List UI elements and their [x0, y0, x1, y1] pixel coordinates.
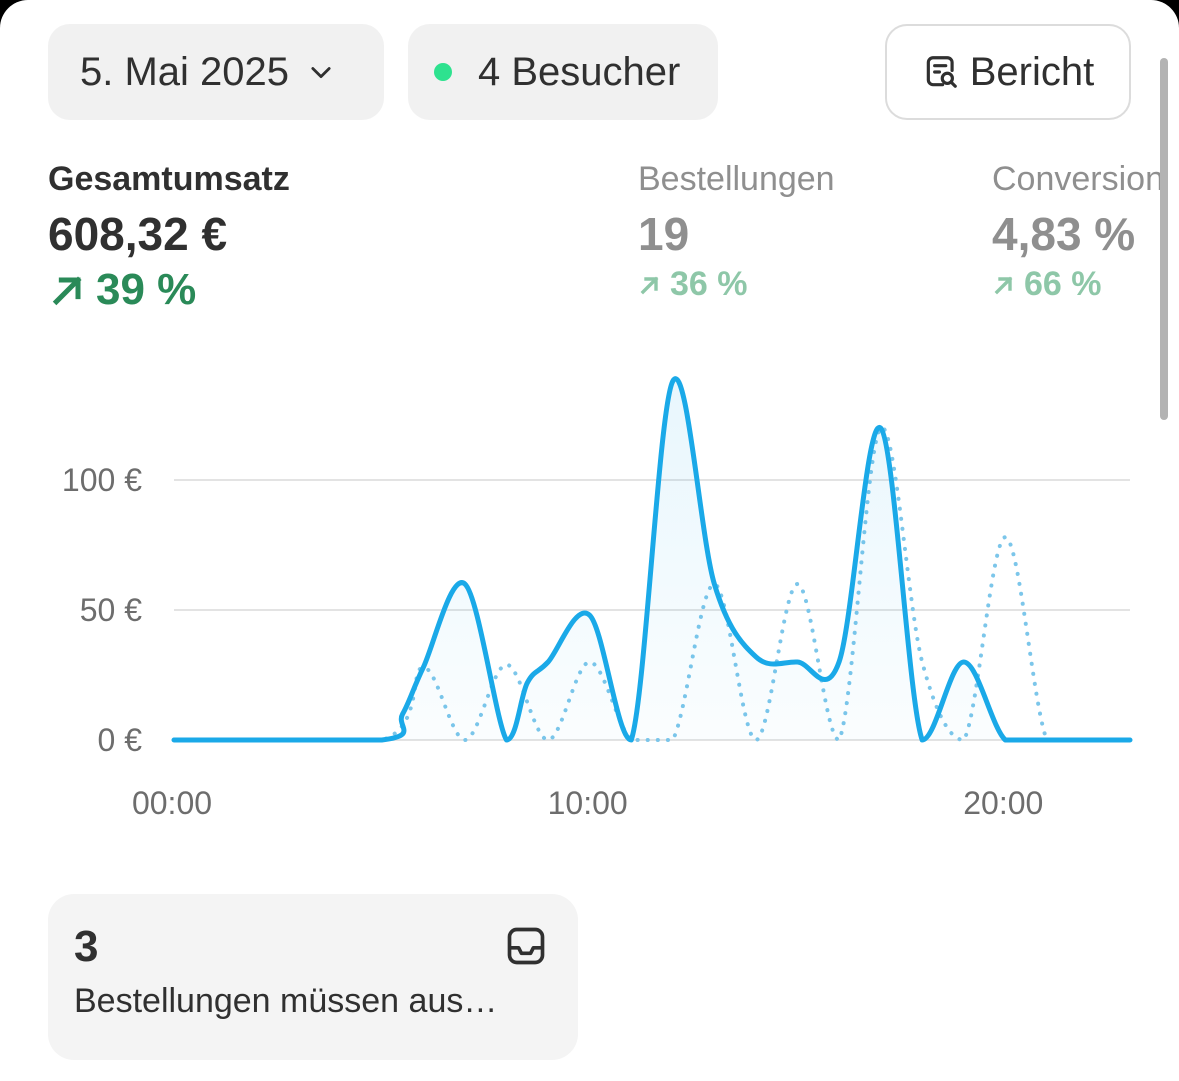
metric-value: 19 [638, 208, 690, 260]
metric-orders[interactable]: Bestellungen 19 36 % [638, 160, 835, 304]
report-button[interactable]: Bericht [885, 24, 1131, 120]
report-search-icon [926, 56, 957, 88]
metric-value: 4,83 % [992, 208, 1136, 260]
inbox-icon [507, 927, 545, 965]
arrow-up-right-icon [52, 276, 82, 306]
visitors-label: 4 Besucher [478, 49, 681, 94]
arrow-up-right-icon [994, 276, 1013, 294]
y-tick-label: 0 € [98, 722, 143, 758]
chevron-down-icon [311, 67, 331, 79]
alert-count: 3 [74, 922, 99, 971]
y-tick-label: 50 € [80, 592, 142, 628]
x-tick-label: 10:00 [548, 785, 628, 821]
live-visitors-button[interactable]: 4 Besucher [408, 24, 718, 120]
live-indicator-icon [434, 63, 452, 81]
metric-delta-value: 39 % [96, 265, 197, 314]
scrollbar[interactable] [1160, 58, 1168, 420]
metric-delta: 66 % [992, 265, 1179, 304]
revenue-chart[interactable]: 100 € 50 € 0 € 00:00 10:00 20:00 [0, 340, 1179, 860]
metric-value: 608,32 € [48, 208, 228, 260]
unfulfilled-orders-card[interactable]: 3 Bestellungen müssen aus… [48, 894, 578, 1060]
metric-revenue[interactable]: Gesamtumsatz 608,32 € 39 % [48, 160, 290, 315]
y-tick-label: 100 € [62, 462, 142, 498]
metric-conversion[interactable]: Conversion 4,83 % 66 % [992, 160, 1179, 304]
x-tick-label: 00:00 [132, 785, 212, 821]
metric-delta: 36 % [638, 265, 835, 304]
alert-text: Bestellungen müssen aus… [74, 982, 498, 1020]
metric-delta-value: 36 % [670, 265, 748, 303]
metric-delta-value: 66 % [1024, 265, 1102, 303]
metric-delta: 39 % [48, 265, 290, 315]
revenue-series-line [171, 376, 1133, 743]
metric-label: Conversion [992, 160, 1164, 198]
report-label: Bericht [969, 49, 1095, 94]
date-selector[interactable]: 5. Mai 2025 [48, 24, 384, 120]
x-tick-label: 20:00 [963, 785, 1043, 821]
arrow-up-right-icon [640, 276, 659, 294]
metric-label: Bestellungen [638, 160, 835, 198]
date-label: 5. Mai 2025 [80, 49, 290, 94]
metric-label: Gesamtumsatz [48, 160, 290, 198]
